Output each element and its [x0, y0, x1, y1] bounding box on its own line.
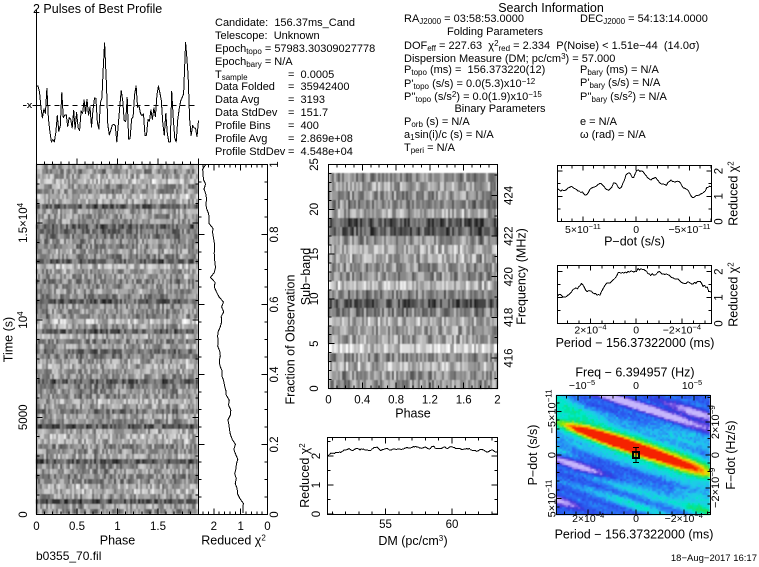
svg-text:1: 1: [311, 482, 323, 488]
svg-text:1: 1: [714, 294, 726, 300]
svg-text:0.5: 0.5: [69, 521, 85, 533]
svg-text:Reduced χ2: Reduced χ2: [201, 534, 266, 548]
svg-text:Sub−band: Sub−band: [299, 248, 313, 305]
svg-text:5: 5: [309, 340, 321, 346]
svg-text:Reduced χ2: Reduced χ2: [727, 161, 741, 226]
svg-text:20: 20: [309, 203, 321, 216]
svg-text:15: 15: [309, 248, 321, 261]
svg-text:0.4: 0.4: [354, 395, 371, 407]
svg-text:Period − 156.37322000 (ms): Period − 156.37322000 (ms): [555, 528, 714, 542]
svg-text:420: 420: [504, 267, 516, 286]
svg-text:0: 0: [633, 513, 639, 525]
svg-text:Reduced χ2: Reduced χ2: [727, 262, 741, 327]
svg-text:424: 424: [504, 185, 516, 205]
svg-text:2: 2: [714, 268, 726, 274]
svg-text:1.5×104: 1.5×104: [16, 202, 30, 243]
svg-text:0: 0: [33, 521, 39, 533]
svg-text:10−5: 10−5: [682, 378, 702, 392]
svg-text:Phase: Phase: [395, 407, 430, 421]
svg-text:0: 0: [18, 511, 30, 517]
svg-text:1.2: 1.2: [422, 395, 438, 407]
svg-text:2: 2: [494, 395, 500, 407]
svg-text:−10−5: −10−5: [569, 378, 595, 392]
svg-text:5000: 5000: [18, 404, 30, 430]
svg-text:25: 25: [309, 158, 321, 171]
svg-text:1: 1: [714, 193, 726, 199]
svg-text:0.2: 0.2: [269, 437, 281, 453]
svg-text:DM (pc/cm3 ): DM (pc/cm3 ): [378, 534, 447, 548]
svg-text:Reduced χ2: Reduced χ2: [298, 443, 312, 508]
svg-text:−2×10−4: −2×10−4: [663, 323, 701, 337]
svg-text:0: 0: [633, 380, 639, 392]
svg-text:Time (s): Time (s): [2, 317, 16, 362]
svg-text:−2×10−4: −2×10−4: [665, 511, 703, 525]
svg-text:0: 0: [633, 224, 639, 236]
svg-text:0: 0: [547, 452, 559, 458]
svg-text:0: 0: [264, 521, 270, 533]
svg-text:1: 1: [114, 521, 120, 533]
svg-text:2 Pulses of Best Profile: 2 Pulses of Best Profile: [33, 2, 162, 16]
svg-text:0.6: 0.6: [269, 297, 281, 313]
svg-text:0.4: 0.4: [269, 366, 281, 383]
svg-text:F−dot (Hz/s): F−dot (Hz/s): [724, 420, 738, 489]
svg-text:2: 2: [211, 521, 217, 533]
svg-text:2: 2: [311, 453, 323, 459]
svg-text:Frequency (MHz): Frequency (MHz): [515, 228, 529, 325]
svg-text:−2×10−9: −2×10−9: [708, 467, 722, 508]
svg-text:Phase: Phase: [100, 534, 135, 548]
svg-text:2×10−4: 2×10−4: [574, 323, 606, 337]
svg-text:P−dot (s/s): P−dot (s/s): [526, 425, 540, 486]
svg-text:104: 104: [16, 311, 30, 329]
svg-text:416: 416: [504, 348, 516, 367]
svg-text:55: 55: [379, 519, 392, 531]
svg-text:2: 2: [714, 168, 726, 174]
svg-text:Fraction of Observation: Fraction of Observation: [284, 274, 298, 404]
svg-text:Freq − 6.394957 (Hz): Freq − 6.394957 (Hz): [575, 366, 694, 380]
svg-text:60: 60: [446, 519, 459, 531]
svg-text:P−dot (s/s): P−dot (s/s): [604, 235, 665, 249]
svg-text:10: 10: [309, 293, 321, 306]
svg-text:b0355_70.fil: b0355_70.fil: [36, 549, 101, 563]
svg-text:1: 1: [237, 521, 243, 533]
svg-text:0.8: 0.8: [388, 395, 404, 407]
svg-text:0: 0: [710, 452, 722, 458]
svg-text:0: 0: [309, 385, 321, 391]
svg-text:1: 1: [269, 161, 281, 167]
svg-text:5×10−11: 5×10−11: [565, 222, 601, 236]
svg-text:Period − 156.37322000 (ms): Period − 156.37322000 (ms): [556, 336, 715, 350]
svg-text:1.5: 1.5: [150, 521, 166, 533]
svg-text:0: 0: [633, 325, 639, 337]
svg-text:0.8: 0.8: [269, 227, 281, 243]
svg-text:1.6: 1.6: [456, 395, 472, 407]
svg-text:18−Aug−2017 16:17: 18−Aug−2017 16:17: [671, 553, 757, 564]
svg-text:−5×10−11: −5×10−11: [669, 222, 711, 236]
svg-text:2×10−9: 2×10−9: [708, 405, 722, 439]
svg-text:418: 418: [504, 308, 516, 327]
svg-text:422: 422: [504, 227, 516, 246]
svg-text:2×10−4: 2×10−4: [572, 511, 604, 525]
svg-text:0: 0: [269, 511, 281, 517]
svg-text:0: 0: [311, 511, 323, 517]
svg-text:0: 0: [714, 218, 726, 224]
svg-text:0: 0: [714, 320, 726, 326]
svg-text:0: 0: [325, 395, 331, 407]
